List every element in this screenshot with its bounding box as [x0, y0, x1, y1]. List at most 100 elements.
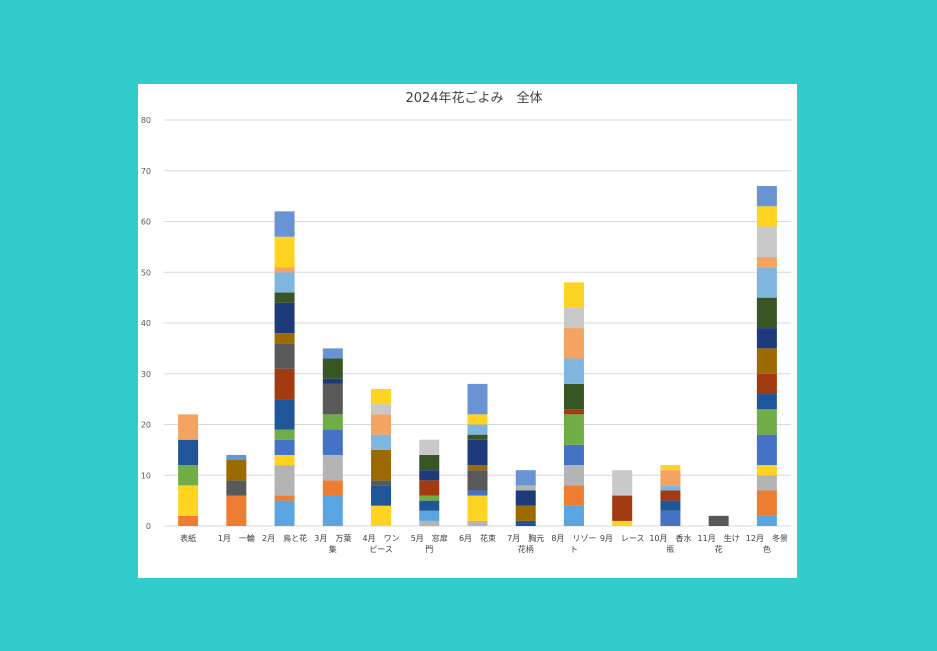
y-tick-label: 0: [146, 522, 151, 531]
bar-segment: [226, 454, 247, 461]
bar-segment: [274, 500, 295, 526]
bar-segment: [660, 510, 681, 526]
bar-segment: [756, 475, 777, 491]
bar-segment: [563, 328, 584, 359]
x-category-label: 10月 香水: [649, 533, 691, 543]
bar-segment: [467, 470, 488, 491]
x-category-label: 色: [763, 544, 771, 554]
bar-segment: [756, 226, 777, 258]
bar-segment: [756, 348, 777, 374]
y-tick-label: 40: [141, 319, 151, 328]
x-category-label: 5月 窓扉: [411, 533, 448, 543]
y-tick-label: 30: [141, 370, 151, 379]
bar-segment: [612, 470, 633, 496]
x-category-label: 8月 リゾー: [551, 534, 596, 543]
x-category-label: 7月 胸元: [507, 533, 544, 543]
x-category-label: 集: [329, 544, 337, 554]
bar-segment: [756, 434, 777, 466]
bar-segment: [178, 515, 199, 526]
bar-segment: [660, 465, 681, 471]
bar-segment: [756, 185, 777, 207]
x-category-label: 花柄: [518, 544, 534, 554]
bar-segment: [515, 505, 536, 521]
bar-segment: [226, 495, 247, 526]
bar-segment: [563, 282, 584, 308]
bar-segment: [563, 444, 584, 466]
y-tick-label: 60: [141, 218, 151, 227]
bar-segment: [419, 500, 440, 511]
bar-segment: [274, 236, 295, 268]
bar-segment: [756, 257, 777, 268]
bar-segment: [322, 378, 343, 384]
bar-segment: [756, 267, 777, 298]
bar-segment: [467, 465, 488, 471]
bar-segment: [515, 520, 536, 526]
bar-segment: [322, 383, 343, 415]
y-tick-label: 20: [141, 421, 151, 430]
bar-segment: [178, 465, 199, 486]
bar-segment: [563, 414, 584, 445]
bar-segment: [515, 490, 536, 506]
x-category-label: 1月 一輪: [218, 533, 255, 543]
bar-segment: [274, 368, 295, 400]
bar-segment: [178, 485, 199, 516]
bar-segment: [660, 485, 681, 491]
bar-segment: [467, 439, 488, 466]
bar-segment: [660, 490, 681, 501]
bar-segment: [515, 485, 536, 491]
bar-segment: [178, 439, 199, 466]
x-category-label: 表紙: [180, 533, 196, 543]
bar-segment: [467, 414, 488, 425]
bar-segment: [419, 454, 440, 471]
bar-segment: [467, 520, 488, 526]
bar-segment: [756, 206, 777, 227]
x-category-label: 2月 鳥と花: [262, 533, 307, 543]
bar-segment: [371, 388, 392, 405]
bar-segment: [756, 465, 777, 476]
bar-segment: [274, 333, 295, 344]
y-tick-label: 50: [141, 268, 151, 277]
bar-segment: [274, 429, 295, 440]
bar-segment: [660, 500, 681, 511]
bar-segment: [563, 409, 584, 415]
bar-segment: [322, 480, 343, 496]
bar-segment: [563, 307, 584, 329]
bar-segment: [322, 495, 343, 526]
bar-segment: [756, 328, 777, 349]
bar-segment: [274, 495, 295, 501]
bar-segment: [756, 394, 777, 410]
bar-segment: [322, 358, 343, 379]
y-tick-label: 10: [141, 471, 151, 480]
x-category-label: 門: [425, 545, 433, 554]
bar-segment: [419, 480, 440, 496]
bar-segment: [226, 480, 247, 496]
bar-segment: [274, 465, 295, 496]
chart-panel: 2024年花ごよみ 全体 0 10 20 30 40 50 60 70 80 表紙 1月 一輪 2月…: [138, 84, 797, 578]
bar-segment: [515, 470, 536, 486]
bar-segment: [322, 454, 343, 481]
bar-segment: [274, 272, 295, 293]
bar-segment: [563, 383, 584, 410]
bar-segment: [467, 434, 488, 440]
y-tick-label: 70: [141, 167, 151, 176]
bar-segment: [419, 510, 440, 521]
bar-segment: [467, 490, 488, 496]
bar-segment: [756, 409, 777, 435]
bar-segment: [274, 399, 295, 430]
x-category-label: ト: [570, 545, 578, 554]
bar-segment: [563, 358, 584, 384]
y-axis-ticks: 0 10 20 30 40 50 60 70 80: [141, 116, 151, 531]
stacked-bar-chart: 2024年花ごよみ 全体 0 10 20 30 40 50 60 70 80 表紙 1月 一輪 2月…: [141, 90, 791, 554]
bar-segment: [419, 495, 440, 501]
x-category-label: 花: [715, 544, 723, 554]
y-tick-label: 80: [141, 116, 151, 125]
bar-segment: [612, 495, 633, 521]
x-category-label: 4月 ワン: [362, 534, 399, 543]
x-category-label: 3月 万葉: [314, 533, 351, 543]
bar-segment: [756, 297, 777, 329]
bar-segment: [467, 495, 488, 521]
gridlines: [164, 119, 791, 527]
bar-segment: [371, 414, 392, 435]
bar-segment: [419, 439, 440, 455]
